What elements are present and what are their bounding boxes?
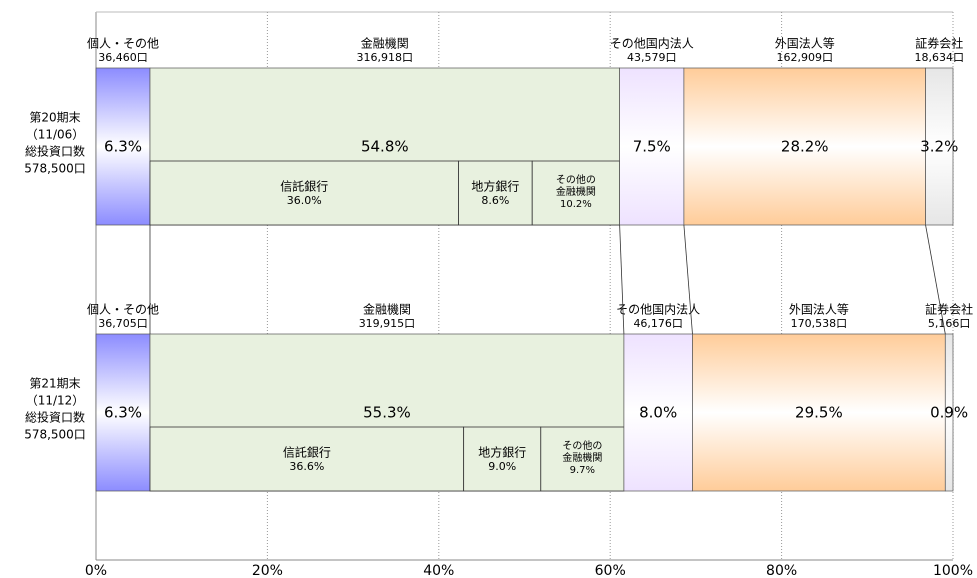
value-label: 55.3% (363, 404, 411, 422)
bar-segment (95, 67, 151, 226)
value-label: 3.2% (920, 138, 958, 156)
bar-segment (692, 333, 946, 492)
value-label: 6.3% (104, 404, 142, 422)
row-label: 総投資口数 (25, 144, 85, 159)
segment-count: 170,538口 (791, 317, 848, 330)
x-tick-label: 60% (595, 563, 626, 578)
x-tick-label: 80% (766, 563, 797, 578)
segment-name: 個人・その他 (87, 303, 159, 317)
segment-name: 証券会社 (925, 302, 973, 317)
value-label: 8.0% (639, 404, 677, 422)
sub-segment-name: 金融機関 (562, 451, 602, 464)
segment-name: 外国法人等 (775, 37, 835, 51)
segment-count: 319,915口 (359, 317, 416, 330)
value-label: 7.5% (633, 138, 671, 156)
sub-segment-name: 金融機関 (556, 185, 596, 198)
segment-count: 43,579口 (627, 51, 677, 64)
sub-segment-value: 9.0% (488, 460, 516, 473)
connector-line (925, 224, 946, 335)
sub-segment-name: 信託銀行 (280, 179, 328, 194)
row-label: 578,500口 (24, 428, 86, 442)
row-label: 総投資口数 (25, 410, 85, 425)
segment-count: 18,634口 (915, 51, 965, 64)
segment-name: 外国法人等 (789, 303, 849, 317)
sub-segment (149, 160, 459, 226)
bar-segment (925, 67, 954, 226)
sub-segment-value: 36.6% (289, 460, 324, 473)
segment-name: 金融機関 (361, 36, 409, 51)
sub-segment-value: 10.2% (560, 199, 592, 210)
segment-count: 36,705口 (98, 317, 148, 330)
sub-segment (149, 426, 465, 492)
segment-count: 5,166口 (928, 317, 971, 330)
bar-segment (944, 333, 954, 492)
value-label: 54.8% (361, 138, 409, 156)
value-label: 0.9% (930, 404, 968, 422)
sub-segment-value: 9.7% (570, 465, 595, 476)
bar-segment (623, 333, 693, 492)
sub-segment (463, 426, 542, 492)
sub-segment-value: 36.0% (287, 194, 322, 207)
sub-segment (540, 426, 625, 492)
sub-segment (531, 160, 621, 226)
segment-name: その他国内法人 (616, 303, 700, 317)
segment-name: その他国内法人 (610, 37, 694, 51)
x-tick-label: 0% (85, 563, 107, 578)
bar-segment (95, 333, 151, 492)
sub-segment-name: その他の (562, 439, 602, 452)
row-label: （11/06） (26, 128, 85, 142)
sub-segment-name: 地方銀行 (471, 179, 519, 194)
sub-segment-name: 地方銀行 (478, 445, 526, 460)
bar-segment (683, 67, 926, 226)
value-label: 28.2% (781, 138, 829, 156)
x-tick-label: 100% (933, 563, 973, 578)
row-label: 578,500口 (24, 162, 86, 176)
value-label: 6.3% (104, 138, 142, 156)
segment-count: 46,176口 (633, 317, 683, 330)
value-label: 29.5% (795, 404, 843, 422)
connector-line (683, 224, 693, 335)
x-tick-label: 20% (252, 563, 283, 578)
row-label: 第21期末 (29, 377, 80, 391)
segment-count: 162,909口 (776, 51, 833, 64)
sub-segment-name: その他の (556, 173, 596, 186)
sub-segment-name: 信託銀行 (283, 445, 331, 460)
connector-line (619, 224, 625, 335)
x-tick-label: 40% (423, 563, 454, 578)
segment-name: 個人・その他 (87, 37, 159, 51)
sub-segment-value: 8.6% (481, 194, 509, 207)
segment-count: 36,460口 (98, 51, 148, 64)
segment-name: 金融機関 (363, 302, 411, 317)
row-label: 第20期末 (29, 111, 80, 125)
row-label: （11/12） (26, 394, 85, 408)
bar-segment (619, 67, 685, 226)
segment-count: 316,918口 (357, 51, 414, 64)
segment-name: 証券会社 (915, 36, 963, 51)
